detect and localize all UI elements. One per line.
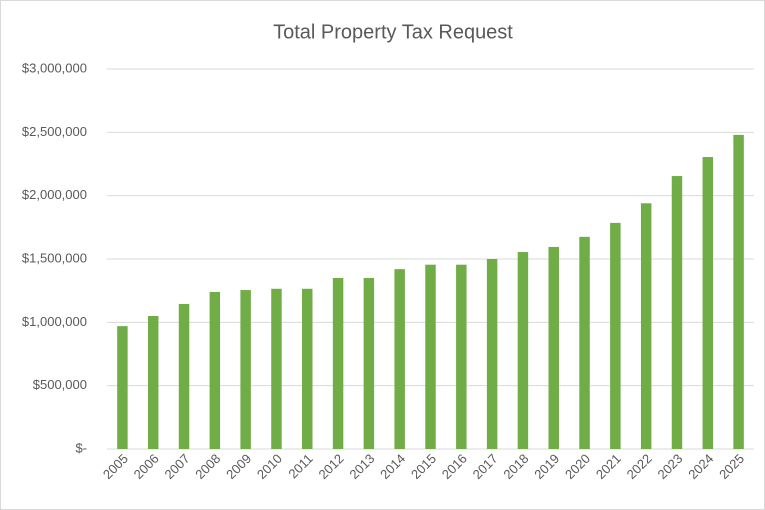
bar	[363, 278, 375, 449]
bar	[733, 134, 744, 449]
y-tick-label: $1,000,000	[22, 314, 87, 329]
bar	[486, 259, 498, 449]
bar	[671, 176, 683, 450]
bar	[702, 157, 714, 450]
y-tick-label: $2,000,000	[22, 187, 87, 202]
bar	[332, 278, 344, 449]
y-tick-label: $-	[75, 440, 87, 455]
bar	[117, 326, 128, 449]
y-tick-label: $2,500,000	[22, 124, 87, 139]
y-tick-label: $1,500,000	[22, 250, 87, 265]
bar	[640, 203, 652, 449]
bar	[178, 303, 190, 449]
bar	[610, 222, 621, 449]
y-tick-label: $3,000,000	[22, 60, 87, 75]
bar	[548, 246, 559, 449]
bar	[579, 236, 590, 449]
bar	[425, 264, 436, 449]
bar	[209, 291, 221, 449]
chart-title: Total Property Tax Request	[273, 21, 513, 43]
bar	[302, 288, 313, 449]
bar	[394, 269, 405, 449]
bar	[517, 252, 529, 449]
bar	[147, 316, 159, 449]
y-tick-label: $500,000	[33, 377, 87, 392]
bar	[271, 288, 282, 449]
bar	[456, 264, 467, 449]
bar	[240, 290, 251, 449]
